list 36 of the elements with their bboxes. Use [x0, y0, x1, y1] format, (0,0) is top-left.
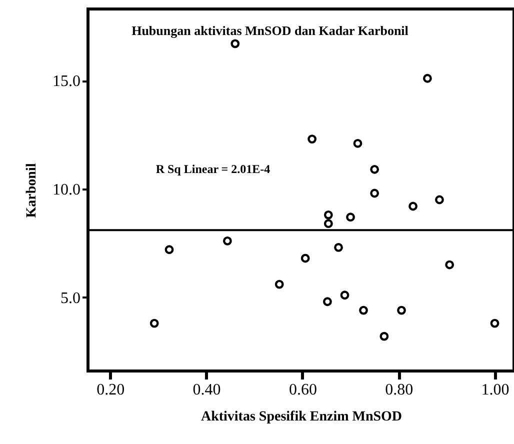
- point: [324, 210, 333, 220]
- point: [222, 236, 232, 246]
- point: [300, 254, 310, 263]
- point: [408, 202, 418, 211]
- annotation: R Sq Linear = 2.01E-4: [156, 162, 270, 176]
- point: [380, 332, 389, 341]
- point: [359, 306, 368, 315]
- point: [230, 39, 240, 48]
- point: [322, 297, 332, 306]
- point: [324, 219, 333, 228]
- point: [423, 74, 432, 83]
- x-tick-label: 0.20: [96, 382, 125, 398]
- y-axis-title: Karbonil: [24, 163, 40, 218]
- point: [490, 318, 500, 328]
- x-tick-label: 0.80: [385, 382, 414, 398]
- point: [445, 260, 454, 270]
- y-tick-label: 10.0: [52, 181, 80, 198]
- y-tick-label: 5.0: [60, 290, 80, 307]
- point: [308, 134, 317, 144]
- x-tick-label: 0.60: [288, 382, 317, 398]
- x-tick-label: 1.00: [481, 382, 510, 398]
- point: [334, 242, 343, 252]
- point: [370, 188, 380, 198]
- point: [397, 306, 406, 315]
- point: [370, 164, 380, 174]
- point: [150, 318, 159, 328]
- point: [340, 290, 350, 300]
- point: [435, 195, 444, 204]
- point: [353, 138, 362, 148]
- x-axis-title: Aktivitas Spesifik Enzim MnSOD: [200, 410, 402, 424]
- text: Hubungan aktivitas MnSOD dan Kadar Karbonil: [132, 23, 409, 38]
- x-tick-label: 0.40: [192, 382, 221, 398]
- y-tick-label: 15.0: [52, 73, 80, 90]
- point: [274, 280, 284, 289]
- point: [164, 245, 174, 254]
- point: [346, 212, 355, 222]
